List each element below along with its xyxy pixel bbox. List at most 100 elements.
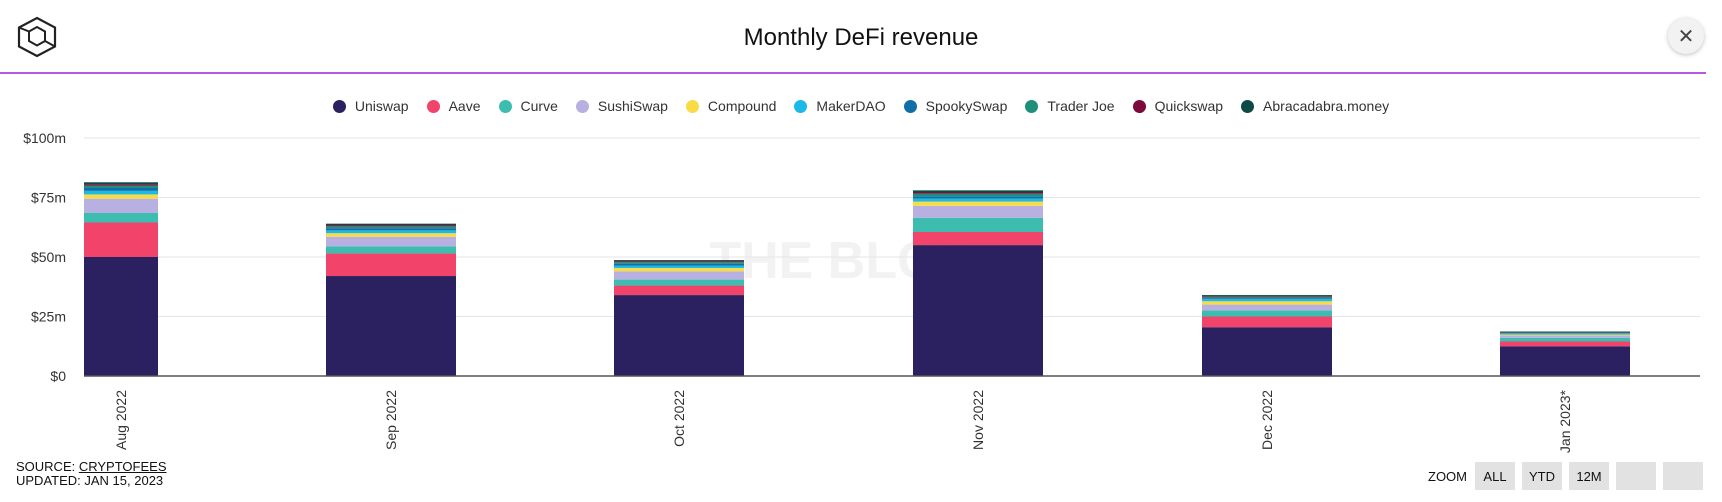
zoom-12m-button[interactable]: 12M <box>1569 462 1609 490</box>
bar-segment <box>1202 301 1332 305</box>
legend-item[interactable]: Quickswap <box>1132 98 1224 114</box>
zoom-extra-button-1[interactable] <box>1616 462 1656 490</box>
bar-segment <box>1500 341 1630 347</box>
bar-segment <box>326 228 456 231</box>
zoom-ytd-button[interactable]: YTD <box>1522 462 1562 490</box>
page-title: Monthly DeFi revenue <box>743 24 979 51</box>
legend-label: Aave <box>448 98 481 114</box>
bar-segment <box>84 182 158 185</box>
bar-segment <box>614 285 744 296</box>
chart-header: Monthly DeFi revenue ✕ <box>0 0 1722 74</box>
legend-label: Trader Joe <box>1047 98 1115 114</box>
legend-item[interactable]: SpookySwap <box>903 98 1008 114</box>
legend-dot-icon <box>685 99 699 113</box>
x-tick-label: Sep 2022 <box>383 390 399 450</box>
bar-segment <box>913 217 1043 233</box>
zoom-all-button[interactable]: ALL <box>1475 462 1515 490</box>
bar-segment <box>1500 332 1630 334</box>
legend-label: Quickswap <box>1154 98 1224 114</box>
legend-label: Abracadabra.money <box>1263 98 1390 114</box>
bar-segment <box>913 196 1043 199</box>
x-tick-label: Nov 2022 <box>970 390 986 450</box>
legend-dot-icon <box>498 99 512 113</box>
bar-segment <box>1202 316 1332 328</box>
bar-segment <box>614 295 744 376</box>
bar-segment <box>913 205 1043 218</box>
legend-label: Compound <box>707 98 777 114</box>
legend-item[interactable]: Abracadabra.money <box>1241 98 1389 114</box>
x-tick-label: Jan 2023* <box>1557 389 1573 453</box>
bar-segment <box>326 225 456 227</box>
bar-segment <box>326 253 456 277</box>
bar-segment <box>1202 304 1332 311</box>
legend-dot-icon <box>1241 99 1255 113</box>
y-tick-label: $50m <box>31 249 66 265</box>
legend-dot-icon <box>903 99 917 113</box>
bar-segment <box>1500 337 1630 342</box>
bar-segment <box>1500 333 1630 335</box>
bar-segment <box>326 226 456 229</box>
legend-label: Uniswap <box>354 98 409 114</box>
close-button[interactable]: ✕ <box>1668 18 1704 54</box>
legend-item[interactable]: MakerDAO <box>794 98 886 114</box>
bar-segment <box>326 246 456 254</box>
bar-segment <box>326 236 456 247</box>
bar-segment <box>614 260 744 262</box>
y-tick-label: $75m <box>31 190 66 206</box>
bar-segment <box>1202 299 1332 302</box>
bar-segment <box>84 185 158 188</box>
bar-segment <box>913 201 1043 206</box>
bar-segment <box>614 279 744 286</box>
y-tick-label: $100m <box>23 130 66 146</box>
bar-segment <box>913 192 1043 194</box>
bar-segment <box>1202 296 1332 299</box>
source-line: SOURCE: CRYPTOFEES <box>16 460 167 474</box>
legend-item[interactable]: Aave <box>426 98 481 114</box>
legend-label: MakerDAO <box>816 98 886 114</box>
bar-segment <box>84 198 158 213</box>
bar-segment <box>913 193 1043 197</box>
bar-segment <box>326 230 456 234</box>
bar-segment <box>1202 327 1332 376</box>
legend-label: Curve <box>520 98 558 114</box>
legend-dot-icon <box>1132 99 1146 113</box>
bar-segment <box>913 198 1043 202</box>
y-tick-label: $0 <box>50 368 66 384</box>
legend-item[interactable]: Curve <box>498 98 558 114</box>
bar-segment <box>1500 334 1630 336</box>
x-tick-label: Aug 2022 <box>113 390 129 450</box>
the-block-logo-icon[interactable] <box>16 16 58 58</box>
x-tick-label: Dec 2022 <box>1259 390 1275 450</box>
legend-dot-icon <box>332 99 346 113</box>
legend-label: SushiSwap <box>597 98 668 114</box>
legend-label: SpookySwap <box>925 98 1008 114</box>
legend-item[interactable]: Uniswap <box>332 98 409 114</box>
close-icon: ✕ <box>1677 25 1695 48</box>
x-tick-label: Oct 2022 <box>671 390 687 447</box>
legend-dot-icon <box>426 99 440 113</box>
y-tick-label: $25m <box>31 309 66 325</box>
bar-segment <box>84 190 158 195</box>
bar-segment <box>614 267 744 272</box>
legend-item[interactable]: SushiSwap <box>575 98 668 114</box>
bar-segment <box>84 257 158 376</box>
legend-dot-icon <box>575 99 589 113</box>
bar-segment <box>1500 335 1630 338</box>
bar-segment <box>614 265 744 268</box>
source-link[interactable]: CRYPTOFEES <box>78 459 167 474</box>
source-prefix: SOURCE: <box>16 459 79 474</box>
bar-segment <box>84 184 158 186</box>
updated-date: UPDATED: JAN 15, 2023 <box>16 473 164 488</box>
bar-segment <box>614 271 744 280</box>
bar-segment <box>614 261 744 263</box>
bar-segment <box>1202 310 1332 317</box>
bar-segment <box>614 262 744 264</box>
bar-segment <box>326 223 456 226</box>
bar-segment <box>326 276 456 376</box>
zoom-extra-button-2[interactable] <box>1663 462 1703 490</box>
bar-segment <box>84 212 158 223</box>
chart-legend: Uniswap Aave Curve SushiSwap Compound MakerDA… <box>0 98 1722 114</box>
legend-item[interactable]: Compound <box>685 98 777 114</box>
bar-segment <box>1202 296 1332 297</box>
legend-item[interactable]: Trader Joe <box>1025 98 1115 114</box>
